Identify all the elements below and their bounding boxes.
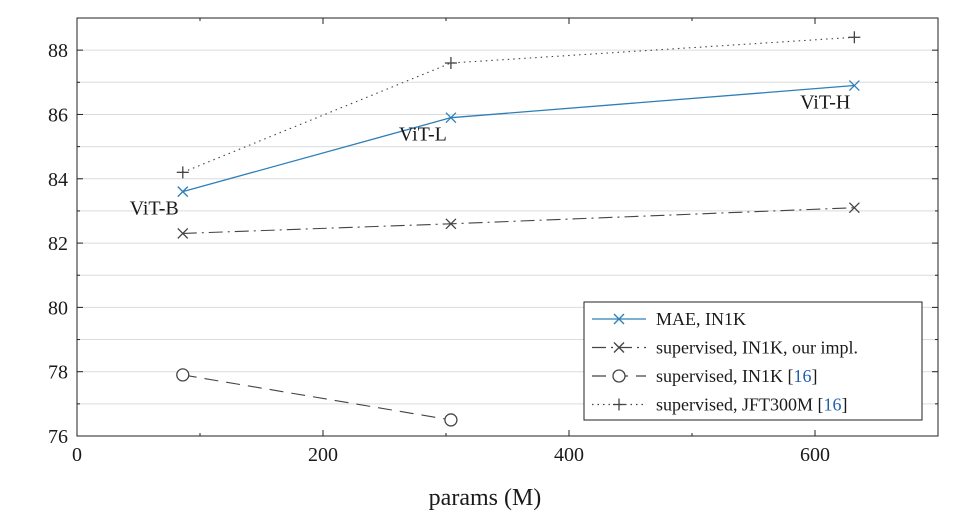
marker-stroke [177,227,189,239]
marker-stroke [445,112,457,124]
y-tick-label: 80 [48,297,68,319]
grid [77,49,938,405]
x-axis-label: params (M) [429,485,542,511]
data-point [848,202,860,214]
data-point [445,112,457,124]
marker-stroke [445,218,457,230]
legend-label: supervised, IN1K, our impl. [656,338,858,358]
y-tick-label: 84 [48,169,68,191]
series-line [182,84,855,193]
annotation-label: ViT-B [130,198,179,220]
y-tick-label: 82 [48,233,68,255]
x-tick-label: 0 [72,444,82,466]
legend-marker [612,369,626,383]
data-point [176,368,190,382]
y-tick-label: 76 [48,426,68,448]
marker-stroke [177,186,189,198]
data-point [444,413,458,427]
marker-stroke [613,342,625,353]
marker-stroke [613,313,625,325]
axes [76,17,939,437]
data-point [848,80,860,91]
marker-stroke [848,80,860,91]
annotation-label: ViT-H [800,92,850,114]
legend-item: supervised, IN1K, our impl. [592,338,858,358]
x-tick-label: 200 [308,444,338,466]
data-point [444,57,457,70]
plot-frame [76,17,939,437]
series-line [182,36,855,173]
series-1 [177,80,860,198]
series-line [182,374,452,421]
annotation-label: ViT-L [399,124,447,146]
legend-label: supervised, IN1K [16] [656,366,817,386]
data-point [176,166,189,179]
legend-label: MAE, IN1K [656,309,746,329]
legend-label: supervised, JFT300M [16] [656,395,848,415]
series-4 [176,31,861,179]
series-3 [176,368,458,427]
tick-labels: 76 78 80 82 84 86 88 0 200 400 600 [48,40,830,466]
legend-item: supervised, JFT300M [16] [592,395,848,415]
y-tick-label: 88 [48,40,68,62]
data-point [445,218,457,230]
legend-item: MAE, IN1K [592,309,746,329]
data-point [848,31,861,44]
series-2 [177,202,860,239]
annotations: ViT-B ViT-L ViT-H [130,92,851,220]
series-group [176,31,861,427]
y-tick-label: 78 [48,362,68,384]
data-point [177,186,189,198]
marker-stroke [848,202,860,214]
legend-box [583,301,923,421]
legend-marker [613,313,625,325]
series-line [182,207,855,234]
y-tick-label: 86 [48,104,68,126]
legend-marker [613,342,625,353]
data-point [177,227,189,239]
legend: MAE, IN1K supervised, IN1K, our impl. supe… [583,301,923,421]
legend-marker [613,398,625,411]
x-tick-label: 600 [800,444,830,466]
x-tick-label: 400 [554,444,584,466]
legend-item: supervised, IN1K [16] [592,366,817,386]
